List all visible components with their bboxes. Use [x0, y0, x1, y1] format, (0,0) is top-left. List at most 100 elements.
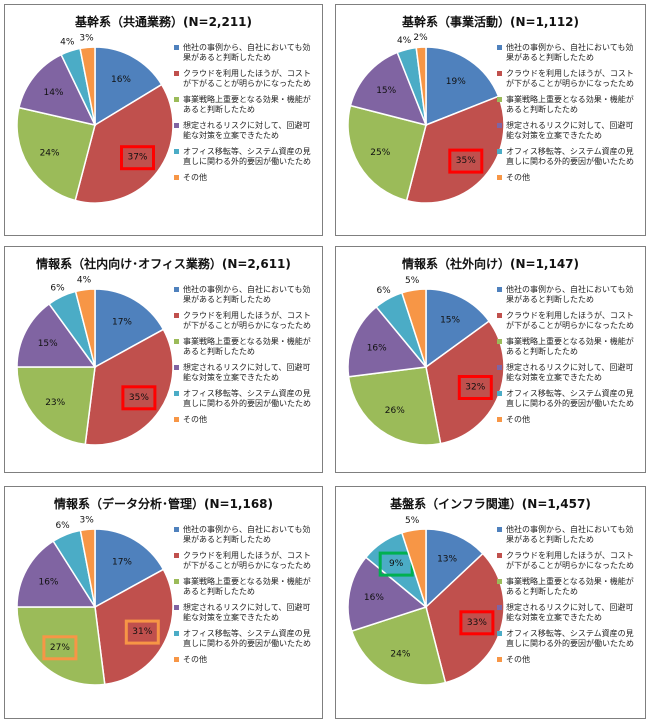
legend-item: オフィス移転等、システム資産の見直しに関わる外的要因が働いたため: [174, 389, 318, 409]
chart-panel: 基幹系（事業活動）(N=1,112) 19% 35% 25% 15% 4% 2% 他社の事例か…: [335, 4, 646, 236]
data-label: 31%: [132, 627, 152, 637]
data-label: 3%: [79, 33, 94, 43]
legend-label: 想定されるリスクに対して、回避可能な対策を立案できたため: [183, 121, 311, 140]
legend-label: オフィス移転等、システム資産の見直しに関わる外的要因が働いたため: [183, 629, 311, 648]
legend-item: 他社の事例から、自社においても効果があると判断したため: [174, 285, 318, 305]
data-label: 6%: [50, 283, 65, 293]
data-label: 4%: [397, 36, 412, 46]
data-label: 16%: [111, 75, 131, 85]
legend-label: オフィス移転等、システム資産の見直しに関わる外的要因が働いたため: [506, 389, 634, 408]
data-label: 6%: [55, 521, 70, 531]
legend-item: 他社の事例から、自社においても効果があると判断したため: [497, 285, 641, 305]
pie-slice: [349, 51, 428, 127]
data-label: 2%: [413, 33, 428, 43]
legend-item: クラウドを利用したほうが、コストが下がることが明らかになったため: [497, 311, 641, 331]
chart-title: 情報系（データ分析･管理）(N=1,168): [53, 497, 274, 511]
data-label: 14%: [43, 88, 63, 98]
data-label: 5%: [405, 516, 420, 526]
legend-swatch: [497, 553, 502, 558]
legend-item: その他: [497, 173, 641, 183]
legend-label: クラウドを利用したほうが、コストが下がることが明らかになったため: [183, 551, 311, 570]
legend-label: 他社の事例から、自社においても効果があると判断したため: [506, 285, 634, 304]
legend-swatch: [497, 527, 502, 532]
highlight-box: [457, 375, 493, 400]
legend-label: 想定されるリスクに対して、回避可能な対策を立案できたため: [506, 603, 634, 622]
data-label: 17%: [112, 557, 132, 567]
legend-swatch: [497, 123, 502, 128]
legend: 他社の事例から、自社においても効果があると判断したため クラウドを利用したほうが、…: [174, 43, 318, 189]
pie-slice: [16, 366, 96, 446]
pie-slice: [425, 288, 491, 369]
pie-chart: 17% 35% 23% 15% 6% 4%: [16, 276, 174, 446]
chart-title: 情報系（社内向け･オフィス業務）(N=2,611): [36, 257, 291, 271]
legend-swatch: [497, 149, 502, 154]
legend-swatch: [174, 605, 179, 610]
legend-swatch: [174, 175, 179, 180]
pie-slice: [16, 540, 97, 608]
data-label: 24%: [390, 650, 410, 660]
legend-label: クラウドを利用したほうが、コストが下がることが明らかになったため: [183, 69, 311, 88]
legend-swatch: [497, 71, 502, 76]
legend-swatch: [174, 365, 179, 370]
pie-chart: 16% 37% 24% 14% 4% 3%: [16, 33, 174, 204]
legend-swatch: [174, 45, 179, 50]
legend-label: 他社の事例から、自社においても効果があると判断したため: [183, 525, 311, 544]
legend-item: オフィス移転等、システム資産の見直しに関わる外的要因が働いたため: [497, 389, 641, 409]
legend-item: クラウドを利用したほうが、コストが下がることが明らかになったため: [174, 69, 318, 89]
legend-swatch: [174, 631, 179, 636]
legend-item: 想定されるリスクに対して、回避可能な対策を立案できたため: [174, 121, 318, 141]
legend-label: オフィス移転等、システム資産の見直しに関わる外的要因が働いたため: [506, 629, 634, 648]
legend-label: 事業戦略上重要となる効果・機能があると判断したため: [183, 577, 311, 596]
legend-item: 事業戦略上重要となる効果・機能があると判断したため: [497, 577, 641, 597]
legend-label: オフィス移転等、システム資産の見直しに関わる外的要因が働いたため: [183, 389, 311, 408]
pie-chart: 19% 35% 25% 15% 4% 2%: [347, 33, 505, 204]
legend-label: クラウドを利用したほうが、コストが下がることが明らかになったため: [506, 69, 634, 88]
legend-swatch: [174, 391, 179, 396]
pie-slice: [350, 606, 447, 686]
legend: 他社の事例から、自社においても効果があると判断したため クラウドを利用したほうが、…: [174, 525, 318, 671]
legend-item: オフィス移転等、システム資産の見直しに関わる外的要因が働いたため: [174, 147, 318, 167]
legend-swatch: [174, 527, 179, 532]
data-label: 4%: [60, 38, 75, 48]
highlight-box: [448, 148, 484, 174]
legend-item: オフィス移転等、システム資産の見直しに関わる外的要因が働いたため: [174, 629, 318, 649]
legend-swatch: [174, 149, 179, 154]
legend-item: 想定されるリスクに対して、回避可能な対策を立案できたため: [497, 363, 641, 383]
legend-label: クラウドを利用したほうが、コストが下がることが明らかになったため: [506, 311, 634, 330]
legend-item: 事業戦略上重要となる効果・機能があると判断したため: [174, 577, 318, 597]
legend-item: 想定されるリスクに対して、回避可能な対策を立案できたため: [497, 603, 641, 623]
legend-item: オフィス移転等、システム資産の見直しに関わる外的要因が働いたため: [497, 629, 641, 649]
pie-slice: [347, 366, 442, 446]
legend-item: 想定されるリスクに対して、回避可能な対策を立案できたため: [497, 121, 641, 141]
pie-slice: [94, 568, 174, 686]
legend-label: 他社の事例から、自社においても効果があると判断したため: [506, 525, 634, 544]
legend-swatch: [497, 579, 502, 584]
legend-swatch: [497, 175, 502, 180]
legend-label: 他社の事例から、自社においても効果があると判断したため: [183, 285, 311, 304]
pie-chart: 13% 33% 24% 16% 9% 5%: [347, 516, 505, 686]
legend-label: オフィス移転等、システム資産の見直しに関わる外的要因が働いたため: [506, 147, 634, 166]
chart-panel: 基幹系（共通業務）(N=2,211) 16% 37% 24% 14% 4% 3% 他社の事例か…: [4, 4, 323, 236]
legend-label: 事業戦略上重要となる効果・機能があると判断したため: [183, 95, 311, 114]
data-label: 13%: [437, 554, 457, 564]
data-label: 26%: [385, 406, 405, 416]
pie-slice: [79, 46, 96, 126]
legend-swatch: [174, 417, 179, 422]
pie-slice: [347, 104, 427, 202]
chart-panel: 情報系（社内向け･オフィス業務）(N=2,611) 17% 35% 23% 15% 6% 4…: [4, 246, 323, 473]
legend-swatch: [174, 553, 179, 558]
legend-label: クラウドを利用したほうが、コストが下がることが明らかになったため: [506, 551, 634, 570]
legend-item: その他: [174, 655, 318, 665]
legend-label: その他: [183, 655, 207, 664]
legend-item: その他: [174, 173, 318, 183]
data-label: 35%: [129, 393, 149, 403]
pie-slice: [425, 552, 505, 684]
legend-item: クラウドを利用したほうが、コストが下がることが明らかになったため: [497, 551, 641, 571]
chart-title: 基幹系（共通業務）(N=2,211): [74, 15, 253, 29]
data-label: 6%: [376, 286, 391, 296]
legend-label: 事業戦略上重要となる効果・機能があると判断したため: [506, 337, 634, 356]
legend-label: 事業戦略上重要となる効果・機能があると判断したため: [506, 95, 634, 114]
legend-item: 他社の事例から、自社においても効果があると判断したため: [497, 525, 641, 545]
pie-slice: [94, 288, 165, 369]
data-label: 32%: [465, 383, 485, 393]
